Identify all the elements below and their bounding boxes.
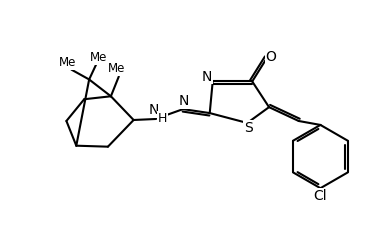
Text: O: O <box>266 50 276 64</box>
Text: Cl: Cl <box>314 189 327 203</box>
Text: S: S <box>244 121 253 135</box>
Text: Me: Me <box>90 51 108 64</box>
Text: N: N <box>201 70 212 83</box>
Text: N: N <box>179 94 189 108</box>
Text: Me: Me <box>108 62 125 75</box>
Text: H: H <box>158 112 167 125</box>
Text: N: N <box>148 103 159 117</box>
Text: Me: Me <box>59 56 76 69</box>
